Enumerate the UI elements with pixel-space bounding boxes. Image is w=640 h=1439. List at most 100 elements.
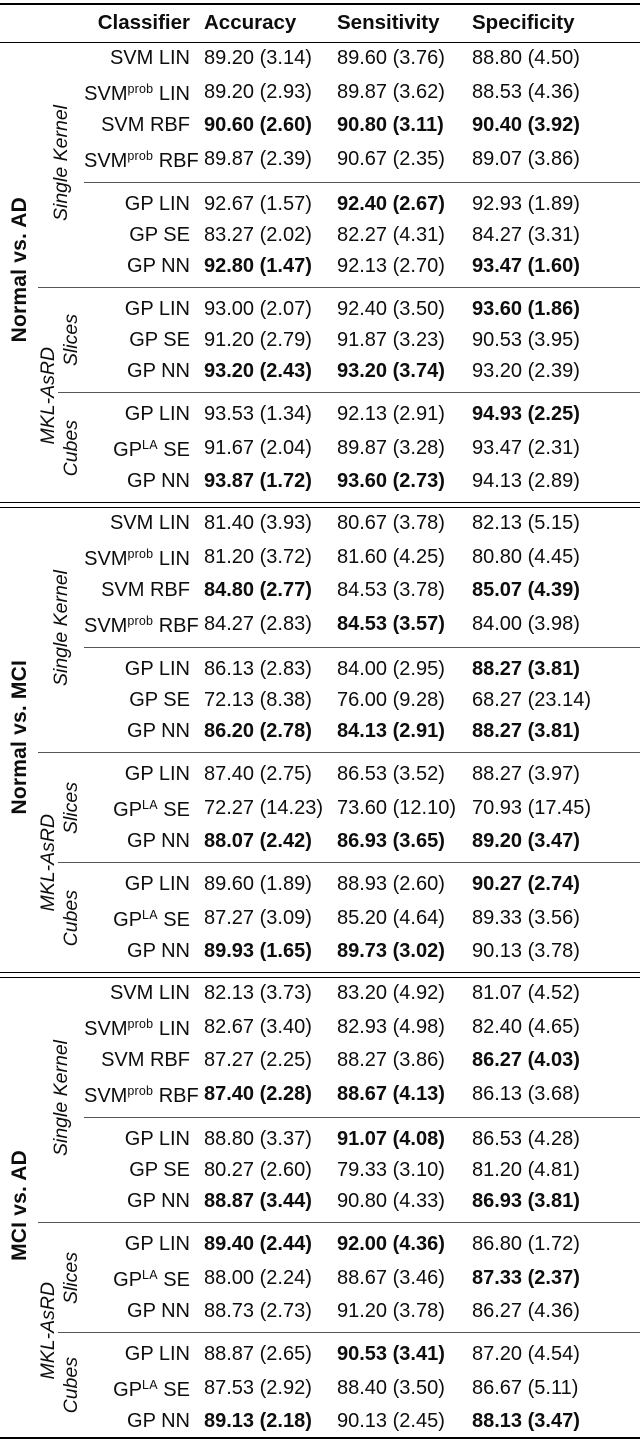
section-separator-rule bbox=[0, 972, 640, 978]
accuracy-cell: 87.53 (2.92) bbox=[204, 1376, 312, 1399]
classifier-cell: GP LIN bbox=[84, 287, 190, 325]
accuracy-cell: 88.87 (2.65) bbox=[190, 1332, 325, 1370]
table-row: SVMprob RBF 84.27 (2.83) 84.53 (3.57) 84.00… bbox=[0, 606, 640, 648]
specificity-cell: 88.53 (4.36) bbox=[472, 80, 580, 103]
specificity-cell: 87.33 (2.37) bbox=[472, 1266, 580, 1289]
subgroup-label-cubes: Cubes bbox=[58, 392, 84, 503]
table-row: GP LIN 86.13 (2.83) 84.00 (2.95) 88.27 (3.8… bbox=[0, 647, 640, 685]
section-separator-rule bbox=[0, 502, 640, 508]
header-spacer bbox=[0, 4, 84, 43]
accuracy-cell: 86.20 (2.78) bbox=[204, 720, 312, 742]
group-label-single-kernel: Single Kernel bbox=[38, 43, 84, 288]
specificity-cell: 89.07 (3.86) bbox=[472, 147, 580, 170]
table-row: Cubes GP LIN 93.53 (1.34) 92.13 (2.91) 94.93… bbox=[0, 392, 640, 503]
specificity-cell: 82.40 (4.65) bbox=[472, 1015, 580, 1038]
sensitivity-cell: 86.93 (3.65) bbox=[337, 830, 445, 852]
table-row: MCI vs. AD Single Kernel SVM LIN 82.13 (3.7… bbox=[0, 978, 640, 1261]
sensitivity-cell: 88.67 (3.46) bbox=[337, 1266, 445, 1289]
sensitivity-cell: 84.13 (2.91) bbox=[337, 720, 445, 742]
classifier-superscript: LA bbox=[142, 438, 158, 452]
section-label-text: MCI vs. AD bbox=[7, 1149, 31, 1261]
accuracy-cell: 93.87 (1.72) bbox=[204, 470, 312, 492]
table-row: Cubes GP LIN 89.60 (1.89) 88.93 (2.60) 90.27… bbox=[0, 862, 640, 973]
accuracy-cell: 88.00 (2.24) bbox=[204, 1266, 312, 1289]
accuracy-cell: 89.20 (3.14) bbox=[204, 47, 312, 69]
classifier-superscript: prob bbox=[127, 1017, 154, 1031]
group-label-text: MKL-AsRD bbox=[37, 814, 59, 912]
classifier-superscript: prob bbox=[127, 149, 154, 163]
table-row: SVM RBF 87.27 (2.25) 88.27 (3.86) 86.27 (4.… bbox=[0, 1045, 640, 1076]
classifier-cell: GP LIN bbox=[84, 1332, 190, 1370]
sensitivity-cell: 89.73 (3.02) bbox=[337, 940, 445, 962]
classifier-superscript: prob bbox=[127, 82, 154, 96]
accuracy-cell: 72.13 (8.38) bbox=[204, 689, 312, 711]
section-label-text: Normal vs. MCI bbox=[7, 660, 31, 815]
group-label-single-kernel: Single Kernel bbox=[38, 978, 84, 1223]
group-label-mkl: MKL-AsRD bbox=[37, 287, 59, 503]
subgroup-label-text: Slices bbox=[59, 781, 82, 835]
sensitivity-cell: 90.53 (3.41) bbox=[325, 1332, 460, 1370]
accuracy-cell: 92.67 (1.57) bbox=[190, 182, 325, 220]
specificity-cell: 86.80 (1.72) bbox=[460, 1222, 640, 1260]
classifier-cell: GP LIN bbox=[84, 392, 190, 430]
accuracy-cell: 93.20 (2.43) bbox=[204, 360, 312, 382]
header-accuracy: Accuracy bbox=[190, 4, 325, 43]
subgroup-label-slices: Slices bbox=[58, 752, 84, 863]
sensitivity-cell: 88.93 (2.60) bbox=[325, 862, 460, 900]
table-row: GP NN 93.20 (2.43) 93.20 (3.74) 93.20 (2.39… bbox=[0, 356, 640, 393]
table-row: MKL-AsRD Slices GP LIN 93.00 (2.07) 92.40 (3… bbox=[0, 287, 640, 503]
specificity-cell: 90.40 (3.92) bbox=[472, 114, 580, 136]
table-row: GPLA SE 88.00 (2.24) 88.67 (3.46) 87.33 (2.… bbox=[0, 1260, 640, 1296]
accuracy-cell: 93.00 (2.07) bbox=[190, 287, 325, 325]
accuracy-cell: 91.20 (2.79) bbox=[204, 329, 312, 351]
group-label-mkl: MKL-AsRD bbox=[37, 1222, 59, 1438]
section-label: MCI vs. AD bbox=[0, 978, 38, 1439]
accuracy-cell: 80.27 (2.60) bbox=[204, 1159, 312, 1181]
subgroup-label-cubes: Cubes bbox=[58, 1332, 84, 1438]
classifier-superscript: LA bbox=[142, 1268, 158, 1282]
sensitivity-cell: 90.80 (4.33) bbox=[337, 1190, 445, 1212]
accuracy-cell: 92.80 (1.47) bbox=[204, 255, 312, 277]
sensitivity-cell: 76.00 (9.28) bbox=[337, 689, 445, 711]
accuracy-cell: 88.73 (2.73) bbox=[204, 1300, 312, 1322]
accuracy-cell: 88.80 (3.37) bbox=[190, 1117, 325, 1155]
accuracy-cell: 88.87 (3.44) bbox=[204, 1190, 312, 1212]
group-label-mkl: MKL-AsRD bbox=[37, 752, 59, 973]
specificity-cell: 93.47 (2.31) bbox=[472, 436, 580, 459]
sensitivity-cell: 92.13 (2.70) bbox=[337, 255, 445, 277]
specificity-cell: 86.53 (4.28) bbox=[460, 1117, 640, 1155]
accuracy-cell: 87.27 (3.09) bbox=[204, 906, 312, 929]
accuracy-cell: 89.87 (2.39) bbox=[204, 147, 312, 170]
table-row: SVM RBF 90.60 (2.60) 90.80 (3.11) 90.40 (3.… bbox=[0, 110, 640, 141]
classifier-superscript: prob bbox=[127, 614, 154, 628]
accuracy-cell: 89.40 (2.44) bbox=[190, 1222, 325, 1260]
table-row: GP NN 93.87 (1.72) 93.60 (2.73) 94.13 (2.89… bbox=[0, 466, 640, 503]
sensitivity-cell: 88.27 (3.86) bbox=[337, 1049, 445, 1071]
specificity-cell: 81.20 (4.81) bbox=[472, 1159, 580, 1181]
classifier-superscript: LA bbox=[142, 908, 158, 922]
table-row: SVMprob LIN 81.20 (3.72) 81.60 (4.25) 80.80… bbox=[0, 539, 640, 575]
table-row: MKL-AsRD Slices GP LIN 87.40 (2.75) 86.53 (3… bbox=[0, 752, 640, 973]
classifier-cell: GP NN bbox=[127, 470, 190, 492]
classifier-cell: SVMprob RBF bbox=[84, 1084, 199, 1107]
accuracy-cell: 83.27 (2.02) bbox=[204, 224, 312, 246]
accuracy-cell: 84.80 (2.77) bbox=[204, 579, 312, 601]
table-row: GP SE 72.13 (8.38) 76.00 (9.28) 68.27 (23.1… bbox=[0, 685, 640, 716]
table-row: GP NN 88.73 (2.73) 91.20 (3.78) 86.27 (4.36… bbox=[0, 1296, 640, 1333]
sensitivity-cell: 73.60 (12.10) bbox=[337, 796, 456, 819]
specificity-cell: 86.93 (3.81) bbox=[472, 1190, 580, 1212]
sensitivity-cell: 88.40 (3.50) bbox=[337, 1376, 445, 1399]
accuracy-cell: 84.27 (2.83) bbox=[204, 612, 312, 635]
classifier-cell: GP NN bbox=[127, 255, 190, 277]
specificity-cell: 93.60 (1.86) bbox=[460, 287, 640, 325]
accuracy-cell: 81.20 (3.72) bbox=[204, 545, 312, 568]
accuracy-cell: 88.07 (2.42) bbox=[204, 830, 312, 852]
table-row: GP NN 89.13 (2.18) 90.13 (2.45) 88.13 (3.47… bbox=[0, 1406, 640, 1438]
accuracy-cell: 82.67 (3.40) bbox=[204, 1015, 312, 1038]
specificity-cell: 88.27 (3.97) bbox=[460, 752, 640, 790]
sensitivity-cell: 92.40 (3.50) bbox=[325, 287, 460, 325]
specificity-cell: 70.93 (17.45) bbox=[472, 796, 591, 819]
classifier-cell: GP NN bbox=[127, 940, 190, 962]
classifier-cell: SVMprob RBF bbox=[84, 149, 199, 172]
classifier-superscript: LA bbox=[142, 798, 158, 812]
